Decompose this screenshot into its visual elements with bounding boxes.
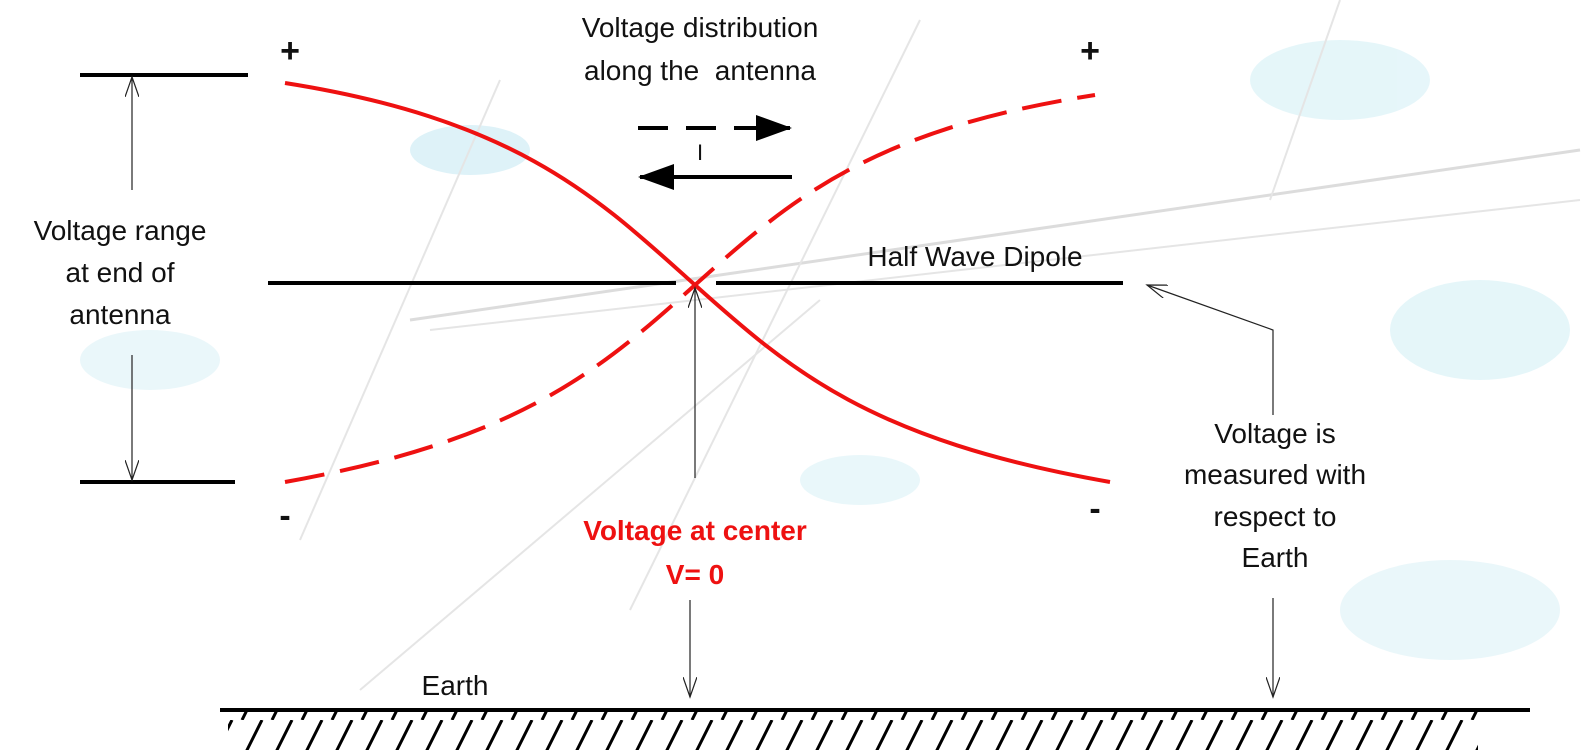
dipole-label: Half Wave Dipole bbox=[867, 241, 1082, 272]
reference-label: Voltage is bbox=[1214, 418, 1335, 449]
minus-sign: - bbox=[1089, 490, 1100, 528]
reference-label: respect to bbox=[1214, 501, 1337, 532]
range-label: at end of bbox=[66, 257, 175, 288]
center-label: Voltage at center bbox=[583, 515, 807, 546]
plus-sign: + bbox=[1080, 32, 1100, 70]
reference-label: Earth bbox=[1242, 542, 1309, 573]
current-label: I bbox=[697, 140, 703, 165]
minus-sign: - bbox=[279, 497, 290, 535]
range-label: Voltage range bbox=[34, 215, 207, 246]
ground-hatch bbox=[228, 710, 1478, 750]
voltage-curve-dashed bbox=[284, 93, 1096, 484]
plus-sign: + bbox=[280, 32, 300, 70]
reference-arrow bbox=[1147, 285, 1274, 415]
title: along the antenna bbox=[584, 55, 816, 86]
title: Voltage distribution bbox=[582, 12, 819, 43]
reference-label: measured with bbox=[1184, 459, 1366, 490]
earth-label: Earth bbox=[422, 670, 489, 701]
center-label: V= 0 bbox=[666, 559, 724, 590]
background bbox=[80, 0, 1581, 691]
range-label: antenna bbox=[69, 299, 171, 330]
